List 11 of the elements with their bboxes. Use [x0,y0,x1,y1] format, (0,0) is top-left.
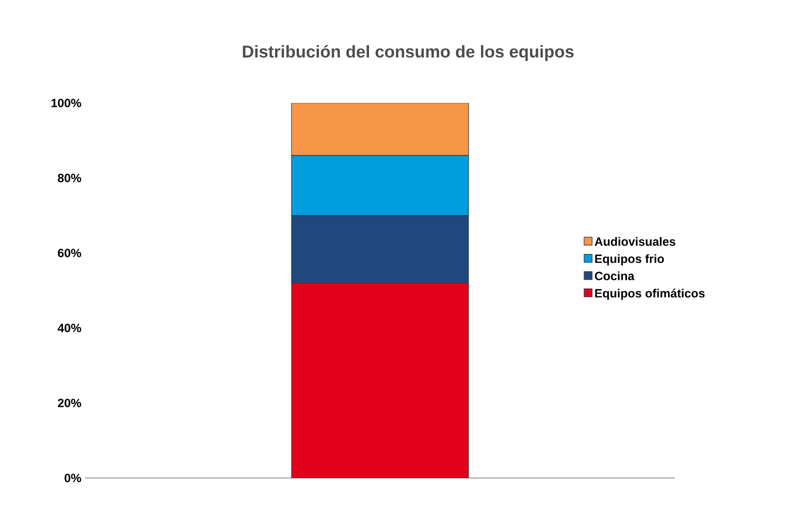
y-tick-label: 40% [58,324,82,332]
y-tick-label: 0% [64,474,82,482]
y-tick-label: 100% [52,98,82,108]
chart-title: Distribución del consumo de los equipos [242,44,574,61]
legend-label: Equipos frio [595,254,664,266]
y-tick-label: 60% [58,248,82,258]
legend-label: Cocina [594,271,634,280]
y-tick-label: 80% [58,174,82,182]
y-tick-label: 20% [58,398,82,408]
legend-label: Audiovisuales [594,237,676,246]
legend-label: Equipos ofimáticos [595,288,705,300]
